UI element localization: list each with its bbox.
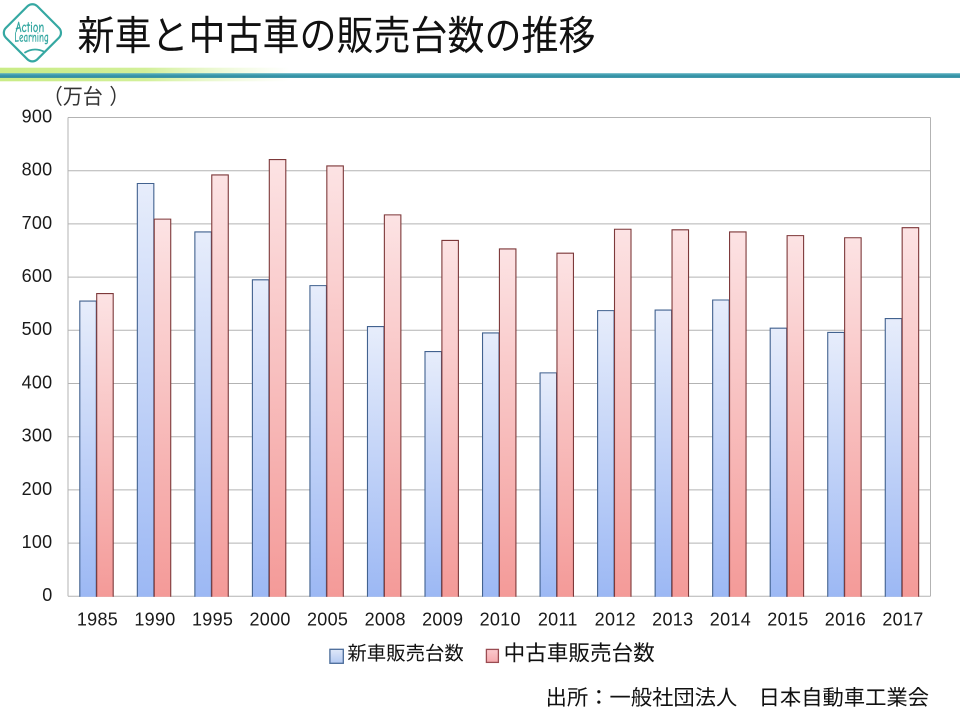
svg-text:2017: 2017 <box>882 610 923 630</box>
svg-text:2009: 2009 <box>422 610 463 630</box>
svg-text:2011: 2011 <box>538 610 578 630</box>
svg-text:2012: 2012 <box>595 610 636 630</box>
svg-text:900: 900 <box>22 106 53 126</box>
svg-text:2013: 2013 <box>652 610 693 630</box>
svg-text:2016: 2016 <box>825 610 866 630</box>
svg-text:2015: 2015 <box>767 610 808 630</box>
svg-text:2014: 2014 <box>710 610 751 630</box>
svg-text:500: 500 <box>22 319 53 339</box>
svg-text:100: 100 <box>22 532 53 552</box>
svg-text:2010: 2010 <box>480 610 521 630</box>
svg-text:1995: 1995 <box>192 610 233 630</box>
svg-text:0: 0 <box>42 585 52 605</box>
svg-text:700: 700 <box>22 213 53 233</box>
svg-text:300: 300 <box>22 426 53 446</box>
svg-text:1990: 1990 <box>134 610 175 630</box>
svg-text:2008: 2008 <box>365 610 406 630</box>
svg-text:2000: 2000 <box>249 610 290 630</box>
svg-text:1985: 1985 <box>77 610 118 630</box>
svg-text:800: 800 <box>22 160 53 180</box>
svg-text:400: 400 <box>22 372 53 392</box>
svg-text:2005: 2005 <box>307 610 348 630</box>
svg-text:600: 600 <box>22 266 53 286</box>
svg-text:200: 200 <box>22 479 53 499</box>
